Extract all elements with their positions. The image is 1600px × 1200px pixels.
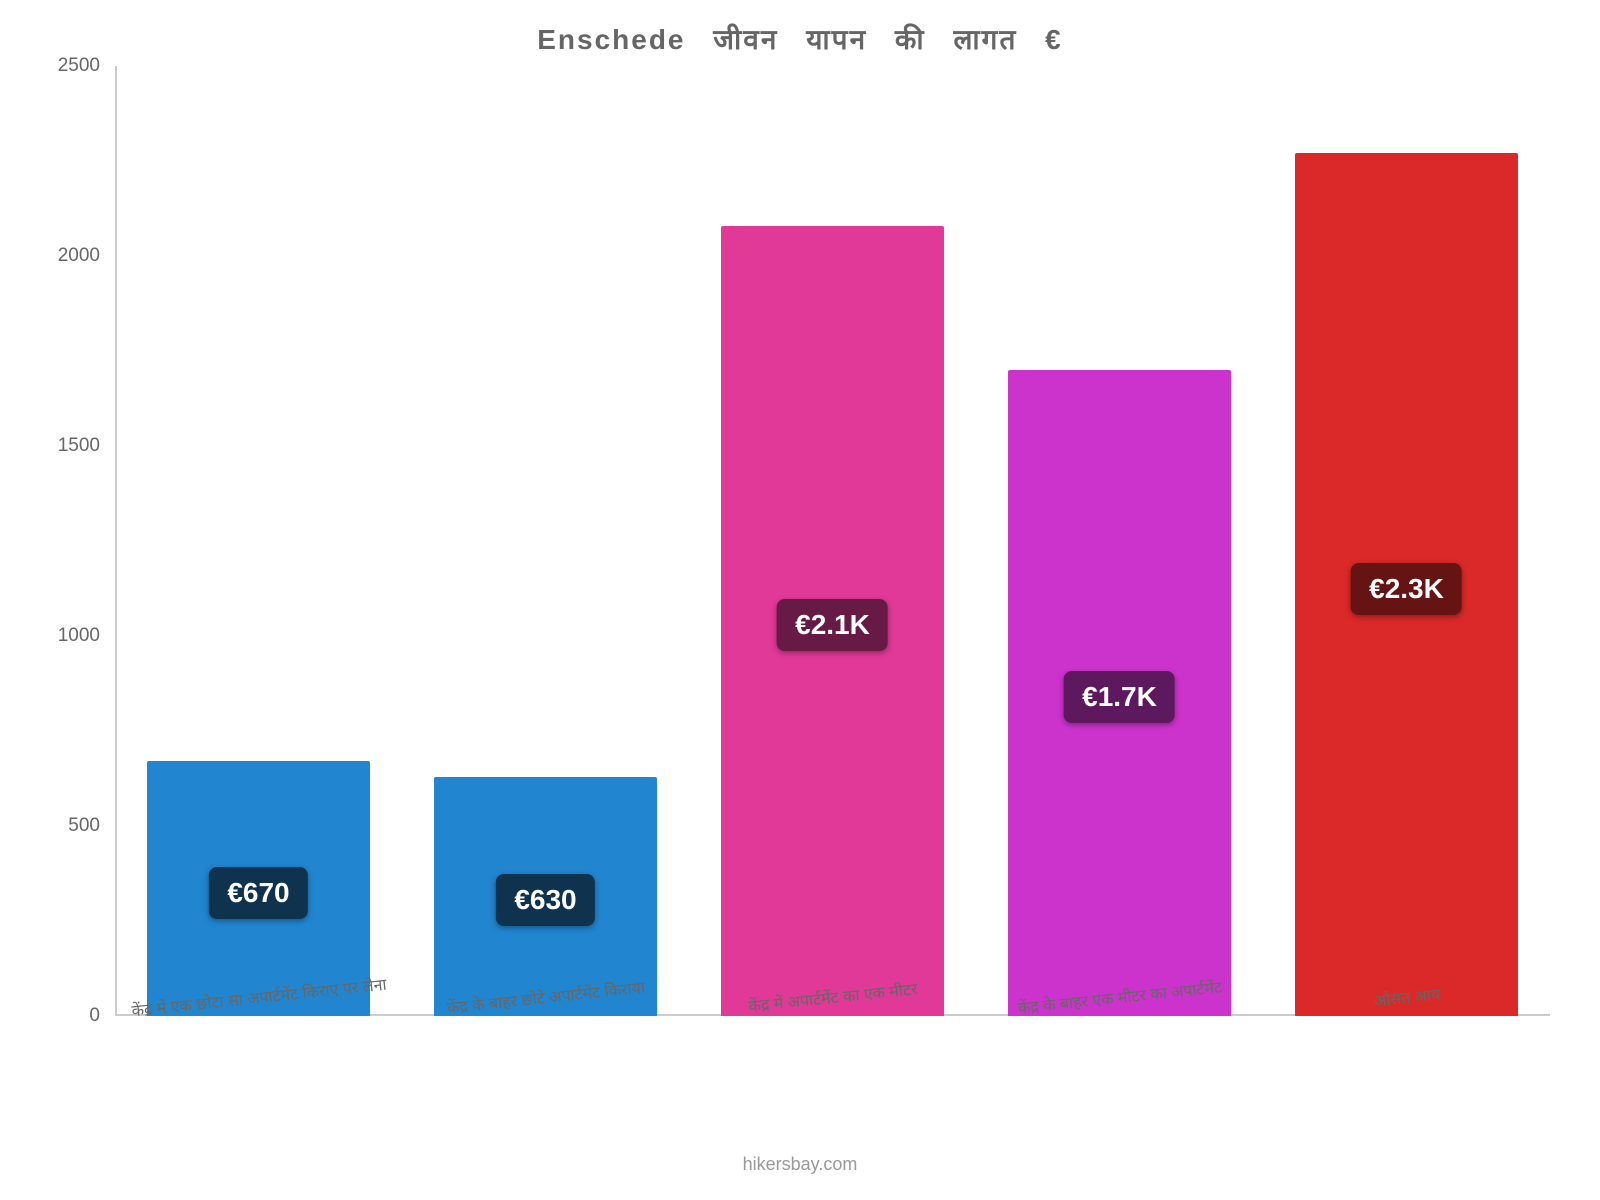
y-tick-label: 2000 [40,245,100,267]
y-tick-label: 2500 [40,55,100,77]
bar-slot: €630 [402,66,689,1016]
bar-slot: €2.3K [1263,66,1550,1016]
x-axis-label: औसत आय [1372,983,1440,1012]
bar-slot: €2.1K [689,66,976,1016]
y-tick-label: 1500 [40,435,100,457]
x-label-slot: औसत आय [1263,980,1550,1040]
y-tick-label: 1000 [40,625,100,647]
bar-slot: €670 [115,66,402,1016]
bar: €2.3K [1295,153,1519,1016]
x-axis-label: केंद्र के बाहर एक मीटर का अपार्टमेंट [1016,975,1222,1018]
x-axis-label: केंद्र के बाहर छोटे अपार्टमेंट किराया [446,976,646,1019]
plot-area: 05001000150020002500 €670€630€2.1K€1.7K€… [40,66,1560,1016]
bars-group: €670 €630 €2.1K €1.7K €2.3K [115,66,1550,1016]
bar-value-label: €2.1K [777,599,888,651]
chart-container: Enschede जीवन यापन की लागत € 0 500 1000 150… [40,20,1560,1120]
x-axis-labels: केंद्र में एक छोटा सा अपार्टमेंट किराए प… [115,980,1550,1040]
bar: €2.1K [721,226,945,1016]
y-tick-label: 0 [40,1005,100,1027]
y-axis: 05001000150020002500 [40,66,110,1016]
bar: €1.7K [1008,370,1232,1016]
x-label-slot: केंद्र में एक छोटा सा अपार्टमेंट किराए प… [115,980,402,1040]
bar-slot: €1.7K [976,66,1263,1016]
x-label-slot: केंद्र में अपार्टमेंट का एक मीटर [689,980,976,1040]
x-label-slot: केंद्र के बाहर छोटे अपार्टमेंट किराया [402,980,689,1040]
chart-title: Enschede जीवन यापन की लागत € [40,20,1560,58]
y-tick-label: 500 [40,815,100,837]
bar-value-label: €2.3K [1351,563,1462,615]
x-axis-label: केंद्र में अपार्टमेंट का एक मीटर [747,977,918,1017]
attribution-text: hikersbay.com [0,1154,1600,1175]
bar-value-label: €630 [496,874,594,926]
x-label-slot: केंद्र के बाहर एक मीटर का अपार्टमेंट [976,980,1263,1040]
x-axis-label: केंद्र में एक छोटा सा अपार्टमेंट किराए प… [130,973,387,1022]
bar-value-label: €670 [209,867,307,919]
grid-area: €670 €630 €2.1K €1.7K €2.3K [115,66,1550,1016]
bar-value-label: €1.7K [1064,671,1175,723]
